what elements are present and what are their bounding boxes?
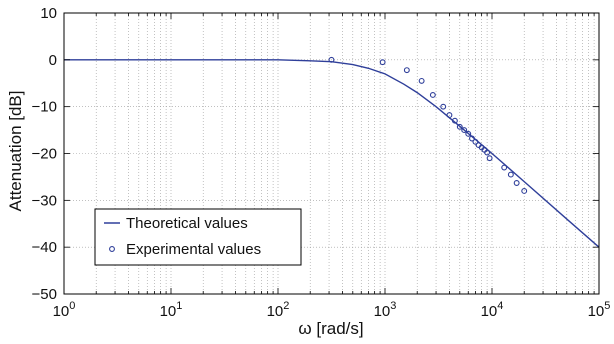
x-axis-title: ω [rad/s] — [298, 319, 363, 338]
y-axis-title: Attenuation [dB] — [6, 91, 25, 212]
experimental-point — [507, 171, 514, 178]
x-tick-label: 105 — [588, 300, 611, 320]
legend-box — [94, 208, 302, 266]
experimental-point — [461, 127, 468, 134]
experimental-point — [469, 135, 475, 142]
x-tick-label: 104 — [481, 300, 504, 320]
theoretical-values-line — [64, 59, 600, 248]
plot-frame — [63, 12, 600, 295]
y-tick-label: −40 — [32, 239, 57, 256]
y-tick-label: −20 — [32, 146, 57, 163]
y-tick-label: −50 — [32, 286, 57, 303]
experimental-point — [465, 130, 472, 137]
y-tick-label: −10 — [32, 99, 57, 116]
experimental-point — [472, 138, 479, 145]
y-tick-label: 10 — [40, 5, 57, 22]
y-tick-label: 0 — [49, 52, 57, 69]
experimental-point — [513, 180, 520, 186]
experimental-point — [446, 112, 453, 119]
experimental-point — [403, 67, 410, 74]
y-tick-label: −30 — [32, 192, 57, 209]
legend-label-experimental: Experimental values — [126, 241, 261, 258]
experimental-point — [521, 188, 528, 194]
experimental-point — [379, 59, 386, 66]
series-layer — [64, 56, 600, 248]
legend-marker-icon — [109, 246, 115, 252]
plot-area-border — [63, 12, 600, 295]
x-tick-label: 101 — [160, 300, 183, 320]
x-tick-label: 103 — [374, 300, 397, 320]
experimental-point — [484, 149, 491, 156]
x-tick-label: 102 — [267, 300, 290, 320]
legend-label-theoretical: Theoretical values — [126, 215, 248, 232]
experimental-point — [440, 103, 447, 110]
experimental-point — [451, 117, 458, 124]
legend: Theoretical values Experimental values — [94, 208, 302, 266]
experimental-point — [418, 77, 425, 84]
experimental-point — [429, 92, 436, 98]
experimental-point — [486, 155, 493, 162]
experimental-point — [456, 123, 463, 130]
x-tick-label: 100 — [53, 300, 76, 320]
experimental-point — [328, 56, 335, 63]
experimental-point — [501, 164, 508, 171]
